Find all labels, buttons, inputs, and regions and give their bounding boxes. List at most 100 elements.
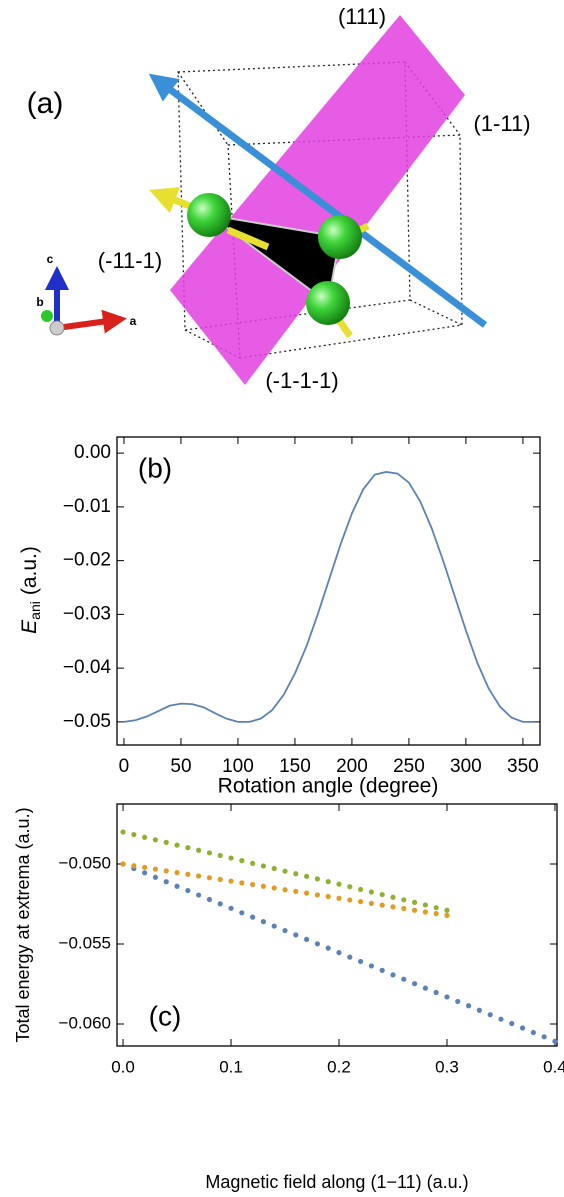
scatter-point	[422, 902, 428, 908]
y-tick-label: −0.055	[59, 933, 111, 952]
scatter-point	[379, 967, 385, 974]
scatter-point	[314, 892, 321, 898]
scatter-point	[411, 981, 418, 987]
scatter-point	[314, 876, 321, 882]
scatter-point	[196, 873, 202, 879]
y-axis-label: Total energy at extrema (a.u.)	[13, 807, 33, 1042]
y-tick-label: 0.00	[74, 442, 111, 463]
scatter-point	[250, 881, 256, 888]
scatter-point	[217, 876, 223, 882]
scatter-point	[401, 897, 407, 903]
scatter-point	[314, 941, 321, 947]
scatter-point	[271, 923, 277, 929]
scatter-point	[142, 870, 148, 876]
scatter-point	[228, 855, 234, 861]
scatter-point	[401, 976, 407, 982]
scatter-point	[196, 847, 202, 853]
scatter-point	[293, 888, 299, 894]
scatter-point	[347, 954, 353, 960]
scatter-point	[131, 863, 137, 869]
scatter-point	[120, 829, 126, 835]
scatter-point	[444, 912, 450, 918]
x-tick-label: 0.3	[435, 1057, 459, 1076]
scatter-point	[509, 1020, 515, 1027]
scatter-point	[260, 883, 267, 889]
scatter-point	[487, 1012, 493, 1018]
scatter-point	[552, 1038, 558, 1044]
scatter-point	[390, 904, 396, 910]
scatter-point	[260, 919, 267, 925]
scatter-point	[304, 890, 310, 896]
scatter-point	[239, 858, 245, 864]
scatter-point	[206, 850, 213, 856]
scatter-point	[401, 905, 407, 912]
y-tick-label: −0.01	[63, 496, 111, 517]
y-tick-label: −0.060	[59, 1013, 111, 1032]
scatter-point	[282, 868, 288, 874]
scatter-point	[347, 897, 353, 903]
scatter-point	[217, 852, 223, 859]
scatter-point	[217, 901, 223, 907]
scatter-point	[422, 985, 428, 991]
y-tick-label: −0.05	[63, 711, 111, 732]
y-axis-unit: (a.u.)	[18, 546, 41, 595]
scatter-point	[498, 1016, 504, 1022]
scatter-point	[325, 945, 331, 951]
plane-label: (-1-1-1)	[265, 368, 338, 393]
scatter-point	[206, 896, 213, 903]
y-axis-subscript: ani	[27, 601, 43, 620]
plot-frame	[116, 803, 558, 1047]
plane-label: (-11-1)	[98, 248, 162, 273]
y-tick-label: −0.02	[63, 550, 111, 571]
scatter-point	[444, 907, 450, 913]
scatter-point	[152, 874, 159, 880]
scatter-point	[411, 899, 418, 906]
scatter-point	[368, 963, 374, 969]
x-tick-label: 350	[507, 756, 539, 777]
line-series	[123, 471, 535, 723]
scatter-point	[541, 1034, 547, 1040]
panel-label: (c)	[149, 1000, 182, 1031]
scatter-point	[530, 1029, 536, 1036]
scatter-point	[444, 994, 450, 1000]
plane-label: (111)	[338, 4, 386, 29]
x-tick-label: 100	[222, 756, 254, 777]
scatter-point	[422, 909, 428, 915]
scatter-point	[174, 883, 180, 889]
plane-label: (1-11)	[473, 111, 530, 136]
scatter-point	[196, 892, 202, 898]
x-tick-label: 0	[119, 756, 130, 777]
scatter-point	[142, 834, 148, 840]
scatter-point	[390, 894, 396, 900]
x-tick-label: 50	[170, 756, 191, 777]
scatter-point	[379, 891, 385, 898]
scatter-point	[433, 911, 439, 917]
scatter-point	[325, 893, 331, 900]
scatter-point	[465, 1003, 472, 1009]
scatter-point	[174, 842, 180, 848]
scatter-point	[476, 1007, 482, 1013]
x-tick-label: 0.4	[543, 1057, 564, 1076]
plot-frame	[116, 436, 541, 746]
scatter-point	[519, 1025, 526, 1031]
scatter-point	[250, 914, 256, 920]
panel-label: (a)	[27, 87, 64, 120]
scatter-point	[347, 884, 353, 890]
scatter-point	[336, 950, 342, 956]
scatter-point	[152, 866, 159, 872]
scatter-point	[185, 871, 191, 877]
scatter-point	[336, 895, 342, 901]
scatter-point	[163, 868, 169, 874]
scatter-point	[357, 886, 364, 893]
x-tick-label: 300	[450, 756, 482, 777]
y-tick-label: −0.04	[63, 657, 112, 678]
x-axis-label: Rotation angle (degree)	[218, 775, 439, 798]
scatter-point	[120, 861, 126, 867]
scatter-point	[228, 878, 234, 884]
scatter-point	[304, 873, 310, 879]
x-tick-label: 150	[279, 756, 311, 777]
scatter-point	[163, 839, 169, 846]
scatter-point	[379, 902, 385, 908]
x-axis-label: Magnetic field along (1−11) (a.u.)	[205, 1172, 468, 1192]
